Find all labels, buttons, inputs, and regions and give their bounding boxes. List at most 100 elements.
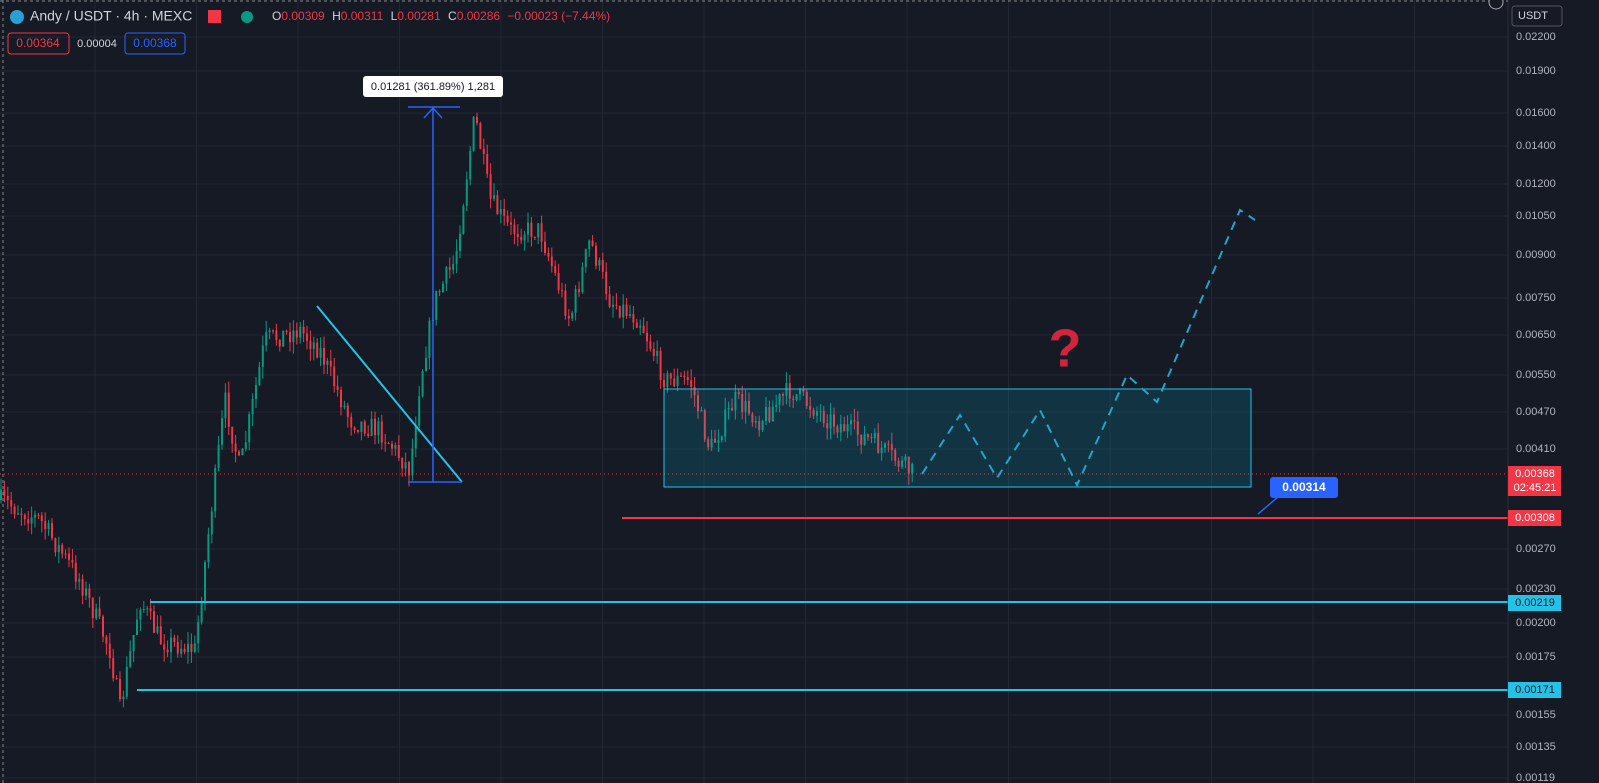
candle-body: [210, 511, 213, 535]
candle-body: [482, 148, 485, 154]
price-axis: 0.02200 0.01900 0.01600 0.01400 0.01200 0.010…: [1516, 31, 1556, 783]
candle-body: [353, 427, 356, 430]
candle-body: [112, 657, 115, 679]
candle-body: [890, 444, 893, 451]
candle-body: [221, 418, 223, 445]
candle-body: [125, 666, 128, 697]
candle-body: [47, 523, 50, 530]
candle-body: [537, 223, 540, 238]
candle-body: [428, 320, 431, 358]
candle-body: [741, 393, 744, 412]
candle-body: [880, 447, 883, 454]
candle-body: [615, 304, 618, 307]
candle-body: [887, 443, 890, 445]
candle-body: [452, 263, 455, 270]
flag[interactable]: [208, 10, 221, 23]
candle-body: [343, 405, 346, 408]
candle-body: [323, 347, 325, 365]
candle-body: [639, 325, 642, 328]
price-label: 0.01050: [1516, 210, 1556, 222]
candle-body: [809, 405, 812, 410]
candle-body: [622, 304, 625, 318]
candle-body: [108, 643, 111, 658]
candle-body: [261, 345, 264, 367]
candle-body: [214, 467, 217, 512]
sell-button[interactable]: [7, 32, 70, 55]
candle-body: [544, 241, 546, 254]
candle-body: [275, 330, 278, 340]
candle-body: [557, 273, 560, 291]
candle-body: [863, 434, 866, 445]
candle-body: [445, 267, 448, 284]
candle-body: [387, 443, 390, 445]
candle-body: [462, 205, 465, 234]
candle-body: [370, 418, 373, 436]
candle-body: [309, 340, 312, 349]
candle-body: [333, 366, 336, 387]
candle-body: [30, 517, 33, 524]
currency-button[interactable]: [1511, 5, 1563, 27]
candle-body: [850, 420, 852, 425]
candle-body: [176, 641, 179, 654]
candle-body: [411, 448, 414, 476]
candle-body: [37, 514, 40, 516]
status-dot: [241, 11, 253, 23]
candle-body: [149, 608, 152, 612]
candle-body: [629, 314, 631, 316]
candle-body: [105, 636, 108, 644]
candle-body: [554, 266, 557, 274]
currency[interactable]: USDT: [1518, 10, 1548, 22]
candle-body: [265, 332, 268, 346]
candle-body: [3, 489, 6, 496]
candle-body: [183, 648, 186, 652]
buy-button[interactable]: [124, 32, 186, 55]
candle-body: [136, 619, 138, 635]
candle-body: [822, 410, 825, 424]
symbol[interactable]: Andy / USDT · 4h · MEXC: [30, 8, 192, 24]
arrow-head: [423, 106, 443, 119]
candle-body: [404, 462, 407, 469]
candle-body: [751, 413, 754, 423]
sell-price[interactable]: 0.00364: [16, 36, 60, 50]
candle-body: [765, 407, 767, 421]
candle-body: [61, 544, 64, 554]
measure-label: 0.01281 (361.89%) 1,281: [371, 81, 495, 93]
support-price: 0.00219: [1515, 597, 1555, 609]
price-label: 0.02200: [1516, 31, 1556, 43]
candle-body: [799, 388, 801, 395]
candle-body: [601, 259, 604, 272]
candle-body: [17, 513, 19, 515]
candle-body: [676, 375, 679, 387]
candle-body: [775, 404, 778, 407]
candle-body: [153, 611, 155, 633]
buy-price[interactable]: 0.00368: [133, 36, 177, 50]
candle-body: [717, 440, 720, 443]
candle-body: [224, 392, 227, 419]
symbol-icon: [10, 10, 24, 24]
candle-body: [350, 416, 353, 428]
candle-body: [255, 385, 257, 399]
candle-body: [54, 538, 57, 553]
question-mark: ?: [1049, 318, 1082, 378]
candle-body: [533, 236, 536, 238]
candle-body: [486, 153, 489, 175]
candle-body: [74, 562, 77, 582]
candle-body: [768, 407, 771, 422]
support-price: 0.00171: [1515, 684, 1555, 696]
candle-body: [761, 420, 764, 431]
candle-body: [561, 290, 563, 292]
candle-body: [401, 457, 404, 469]
last-price-badge: [1508, 466, 1561, 496]
candle-body: [510, 222, 512, 225]
add-button[interactable]: [1488, 0, 1504, 10]
candle-body: [656, 350, 659, 356]
price-label: 0.01600: [1516, 107, 1556, 119]
candle-body: [673, 378, 676, 387]
candle-body: [197, 622, 200, 644]
candle-body: [516, 233, 519, 238]
candle-body: [142, 609, 145, 611]
candle-body: [642, 325, 645, 333]
candle-body: [102, 616, 104, 637]
grid: [0, 0, 1508, 783]
candle-body: [499, 208, 502, 215]
